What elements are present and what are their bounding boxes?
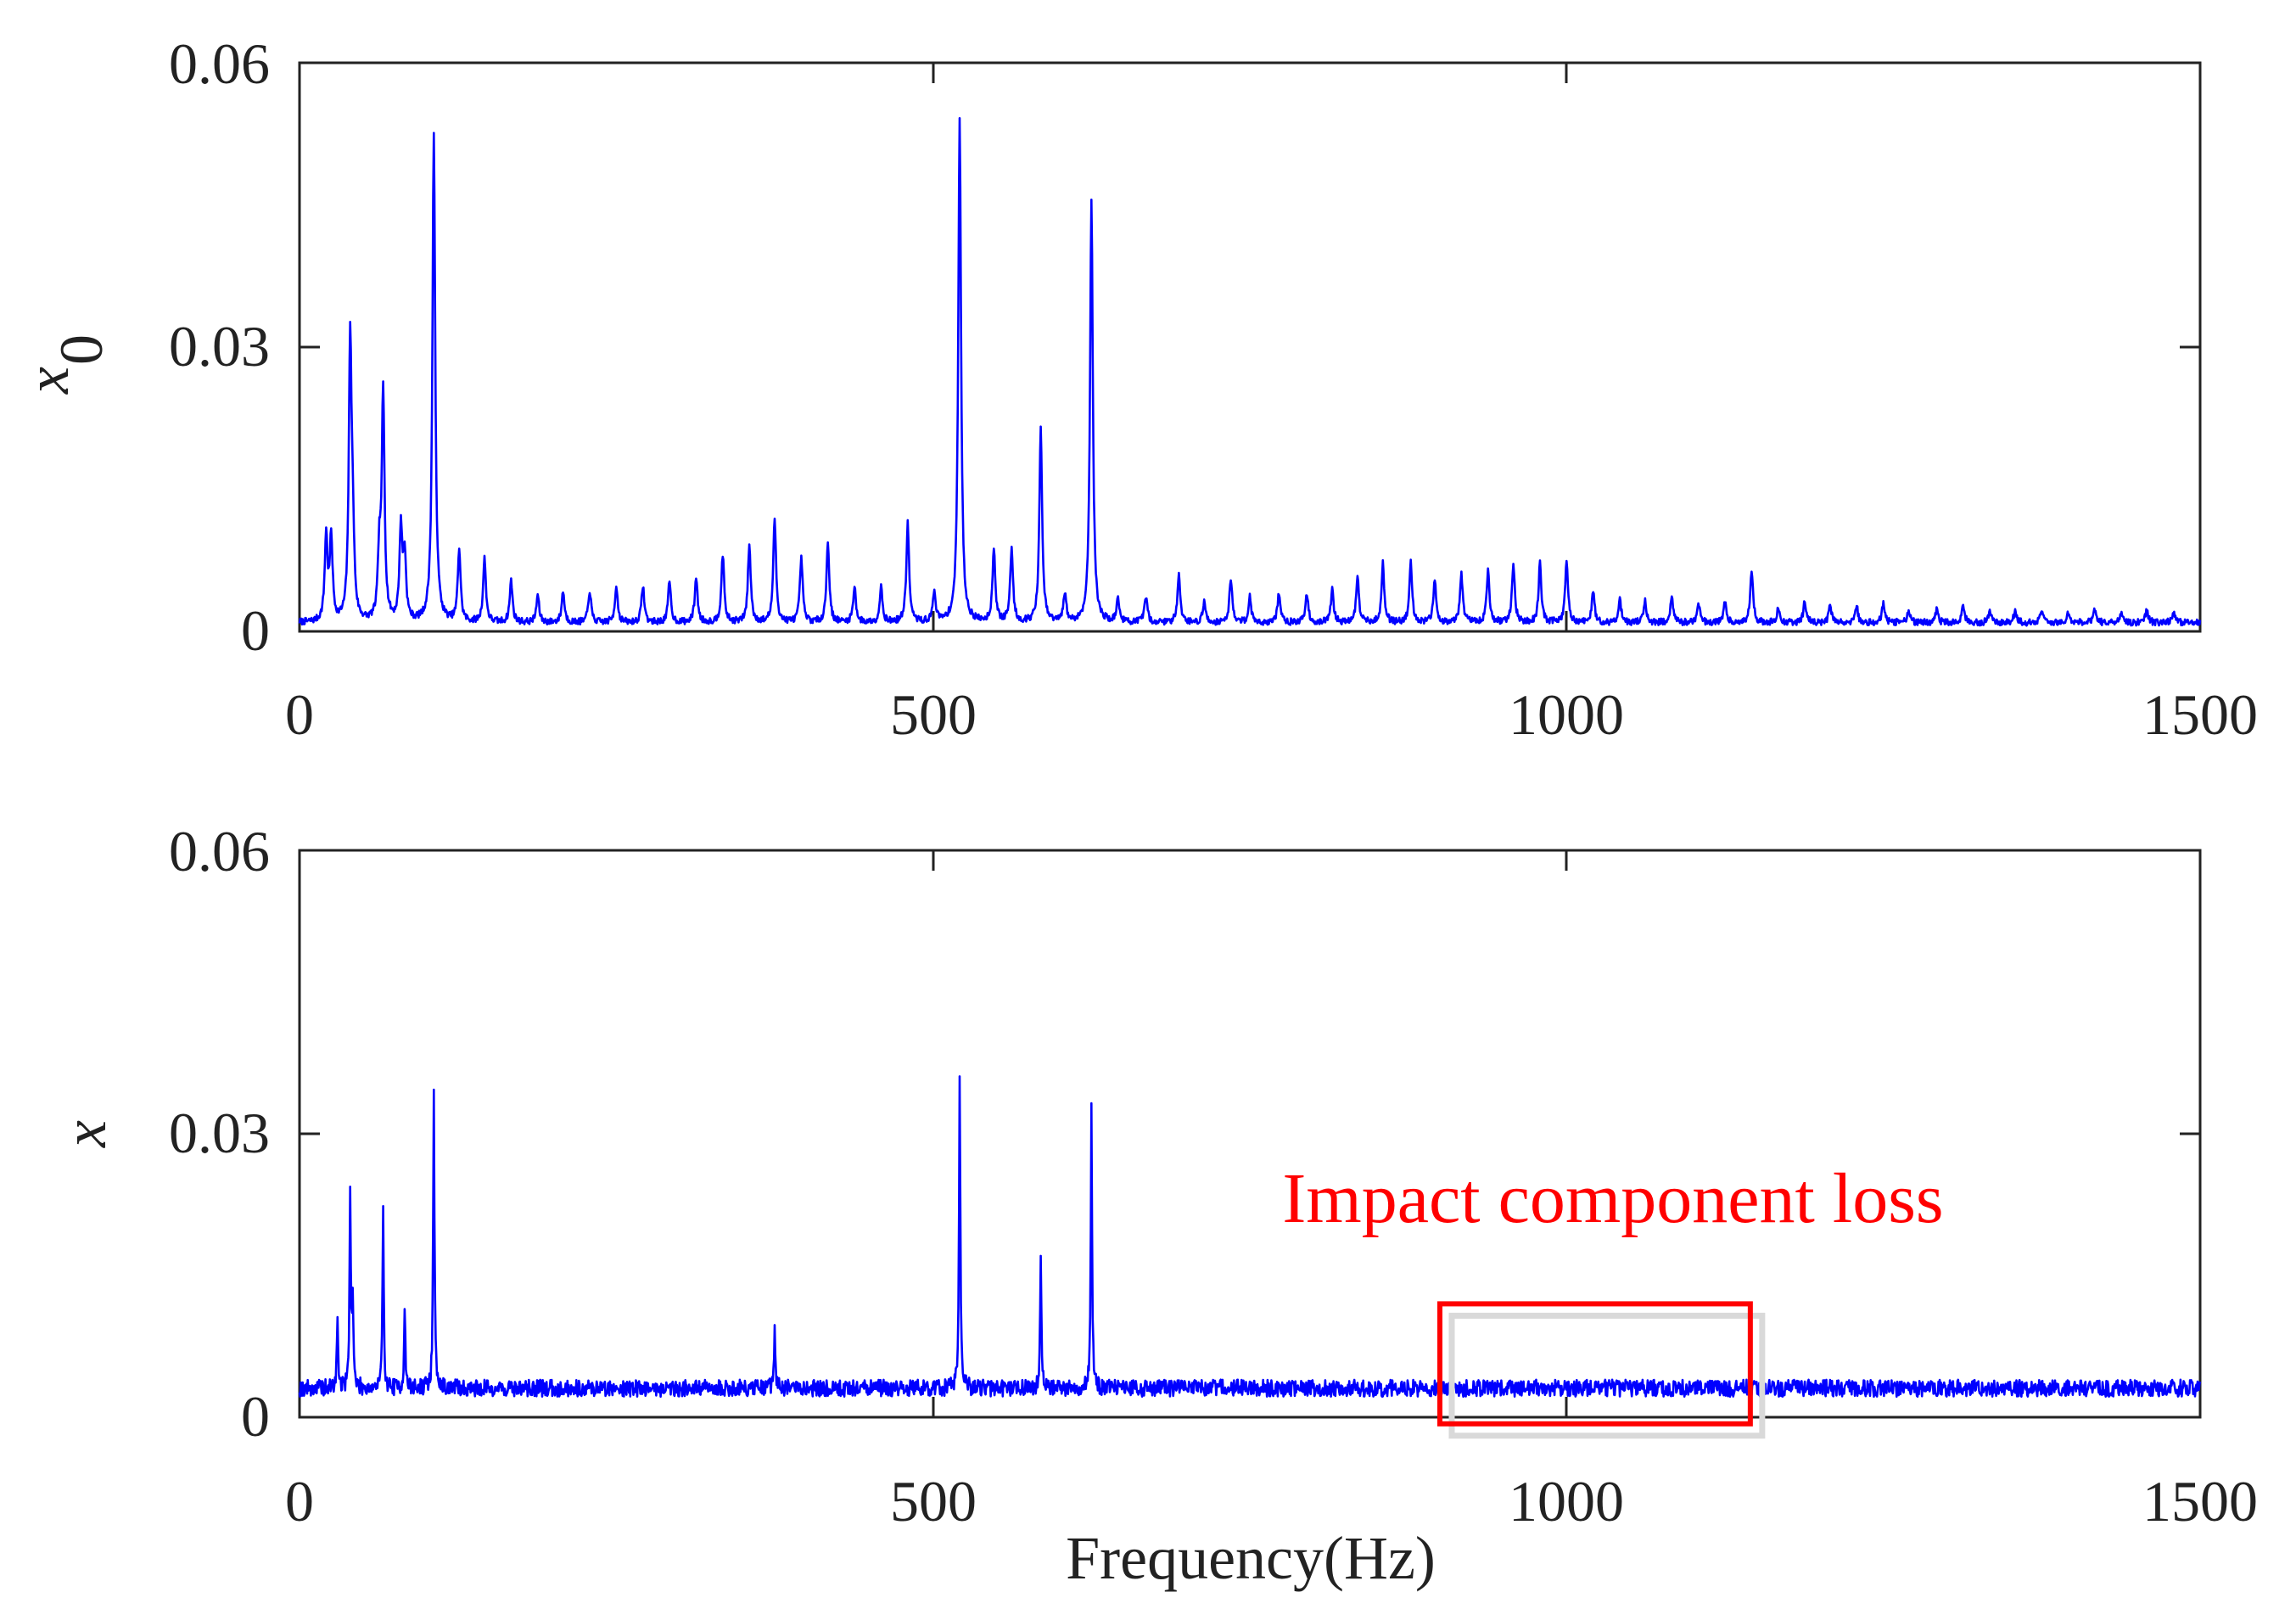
y-axis-title-main: x bbox=[14, 367, 81, 395]
y-tick-label: 0.06 bbox=[169, 31, 270, 96]
spectrum-line-x0 bbox=[298, 117, 2202, 627]
plot-frame bbox=[298, 61, 2202, 633]
annotation-label: Impact component loss bbox=[1282, 1159, 1943, 1238]
y-axis-title: x 0 bbox=[14, 334, 115, 395]
annotation-box bbox=[1437, 1301, 1753, 1427]
y-tick-label: 0 bbox=[241, 598, 270, 663]
y-axis-title-main: x bbox=[51, 1120, 119, 1148]
x-tick-label: 500 bbox=[890, 1469, 977, 1533]
y-tick-label: 0 bbox=[241, 1384, 270, 1449]
y-axis-title: x bbox=[51, 1120, 119, 1148]
x-tick-label: 0 bbox=[285, 1469, 314, 1533]
x-tick-label: 1500 bbox=[2142, 1469, 2258, 1533]
x-axis-title: Frequency(Hz) bbox=[1066, 1524, 1436, 1592]
y-tick-label: 0.03 bbox=[169, 1101, 270, 1165]
annotation-box-shadow bbox=[1448, 1312, 1766, 1439]
x-tick-label: 1000 bbox=[1509, 682, 1624, 747]
x-tick-label: 0 bbox=[285, 682, 314, 747]
y-tick-label: 0.06 bbox=[169, 819, 270, 883]
spectrum-line-x bbox=[298, 1075, 2202, 1399]
y-tick-label: 0.03 bbox=[169, 314, 270, 378]
x-tick-label: 500 bbox=[890, 682, 977, 747]
x-tick-label: 1500 bbox=[2142, 682, 2258, 747]
x-tick-label: 1000 bbox=[1509, 1469, 1624, 1533]
spectrum-panel-x: 0 500 1000 1500 0 0.03 0.06 x Frequency(… bbox=[51, 819, 2258, 1592]
spectrum-panel-x0: 0 500 1000 1500 0 0.03 0.06 x 0 bbox=[14, 31, 2258, 747]
y-axis-title-subscript: 0 bbox=[48, 334, 115, 365]
plot-frame bbox=[298, 849, 2202, 1419]
